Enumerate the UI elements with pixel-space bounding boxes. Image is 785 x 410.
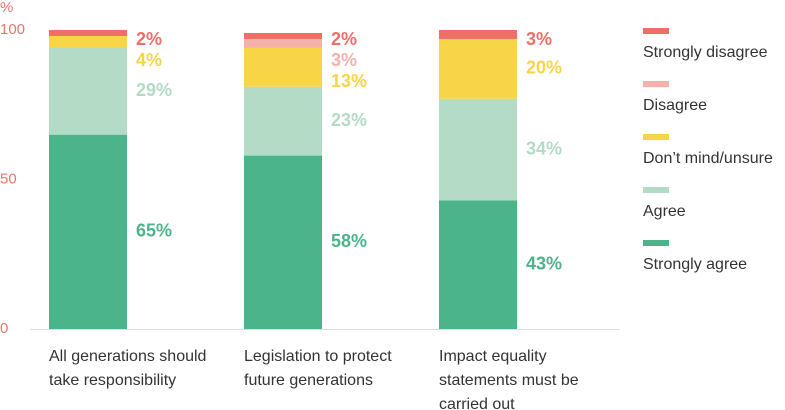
value-label: 23% xyxy=(331,110,367,130)
bar-segment xyxy=(244,86,322,156)
y-tick-label: 100 xyxy=(0,21,25,38)
value-label: 20% xyxy=(526,58,562,78)
legend-swatch xyxy=(643,134,669,140)
legend-swatch xyxy=(643,28,669,34)
value-label: 43% xyxy=(526,253,562,273)
bar-segment xyxy=(439,200,517,329)
legend-swatch xyxy=(643,187,669,193)
x-tick-label: All generations should take responsibili… xyxy=(49,348,207,389)
y-tick-label: 50 xyxy=(0,170,17,187)
x-tick-label: Impact equality statements must be carri… xyxy=(439,348,579,410)
value-label: 2% xyxy=(136,29,162,49)
value-label: 3% xyxy=(331,50,357,70)
bar-segment xyxy=(49,35,127,48)
bar-segment xyxy=(244,32,322,39)
bar-segment xyxy=(244,47,322,87)
legend-swatch xyxy=(643,240,669,246)
bar-segment xyxy=(49,30,127,36)
value-label: 29% xyxy=(136,80,172,100)
y-tick-label: 0 xyxy=(0,320,8,337)
bar-segment xyxy=(244,155,322,329)
value-label: 13% xyxy=(331,71,367,91)
bar-segment xyxy=(49,134,127,329)
value-label: 4% xyxy=(136,50,162,70)
y-unit: % xyxy=(0,0,13,16)
value-label: 65% xyxy=(136,221,172,241)
legend-swatch xyxy=(643,81,669,87)
value-label: 2% xyxy=(331,29,357,49)
legend-label: Disagree xyxy=(643,97,707,114)
value-label: 3% xyxy=(526,29,552,49)
value-label: 34% xyxy=(526,138,562,158)
legend-label: Strongly agree xyxy=(643,256,747,273)
value-label: 58% xyxy=(331,231,367,251)
bar-segment xyxy=(244,38,322,48)
bar-segment xyxy=(49,47,127,135)
x-tick-label: Legislation to protect future generation… xyxy=(244,348,392,389)
bar-segment xyxy=(439,30,517,39)
legend-label: Strongly disagree xyxy=(643,44,768,61)
bar-segment xyxy=(439,98,517,201)
bar-segment xyxy=(439,38,517,99)
legend-label: Agree xyxy=(643,203,686,220)
legend-label: Don’t mind/unsure xyxy=(643,150,773,167)
